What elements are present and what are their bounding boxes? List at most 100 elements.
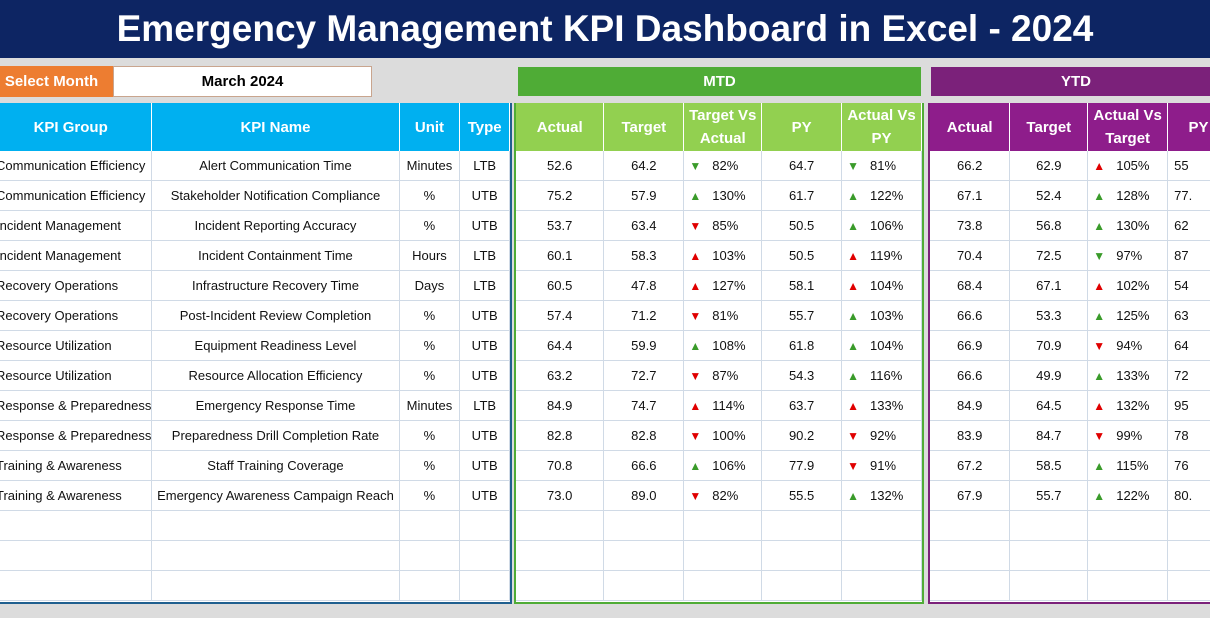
empty-cell[interactable] xyxy=(761,510,843,541)
kpi-name-cell[interactable]: Emergency Awareness Campaign Reach xyxy=(151,480,400,511)
mtd-target-vs-actual-cell[interactable]: ▼ 85% xyxy=(683,210,763,241)
ytd-actual-vs-target-cell[interactable]: ▲ 133% xyxy=(1087,360,1169,391)
mtd-actual-cell[interactable]: 60.1 xyxy=(516,240,605,271)
ytd-py-cell[interactable]: 63 xyxy=(1167,300,1210,331)
header-mtd-actual-vs-py[interactable]: Actual Vs PY xyxy=(841,103,922,151)
empty-cell[interactable] xyxy=(603,570,685,601)
mtd-target-cell[interactable]: 74.7 xyxy=(603,390,685,421)
mtd-py-cell[interactable]: 63.7 xyxy=(761,390,843,421)
ytd-py-cell[interactable]: 77. xyxy=(1167,180,1210,211)
ytd-target-cell[interactable]: 84.7 xyxy=(1009,420,1089,451)
header-mtd-target[interactable]: Target xyxy=(603,103,685,151)
unit-cell[interactable]: % xyxy=(399,480,461,511)
empty-cell[interactable] xyxy=(761,540,843,571)
mtd-py-cell[interactable]: 90.2 xyxy=(761,420,843,451)
kpi-name-cell[interactable]: Preparedness Drill Completion Rate xyxy=(151,420,400,451)
kpi-name-cell[interactable]: Infrastructure Recovery Time xyxy=(151,270,400,301)
empty-cell[interactable] xyxy=(930,510,1011,541)
mtd-target-cell[interactable]: 47.8 xyxy=(603,270,685,301)
ytd-actual-cell[interactable]: 68.4 xyxy=(930,270,1011,301)
mtd-actual-vs-py-cell[interactable]: ▲ 106% xyxy=(841,210,922,241)
mtd-target-vs-actual-cell[interactable]: ▼ 82% xyxy=(683,480,763,511)
mtd-target-cell[interactable]: 63.4 xyxy=(603,210,685,241)
kpi-group-cell[interactable]: Recovery Operations xyxy=(0,300,153,331)
unit-cell[interactable]: Minutes xyxy=(399,390,461,421)
ytd-actual-cell[interactable]: 67.9 xyxy=(930,480,1011,511)
type-cell[interactable]: UTB xyxy=(459,420,510,451)
mtd-py-cell[interactable]: 64.7 xyxy=(761,151,843,181)
mtd-target-vs-actual-cell[interactable]: ▼ 81% xyxy=(683,300,763,331)
empty-cell[interactable] xyxy=(1167,510,1210,541)
mtd-actual-vs-py-cell[interactable]: ▲ 116% xyxy=(841,360,922,391)
empty-cell[interactable] xyxy=(930,570,1011,601)
ytd-py-cell[interactable]: 87 xyxy=(1167,240,1210,271)
ytd-py-cell[interactable]: 76 xyxy=(1167,450,1210,481)
mtd-target-vs-actual-cell[interactable]: ▲ 108% xyxy=(683,330,763,361)
mtd-py-cell[interactable]: 55.5 xyxy=(761,480,843,511)
mtd-target-vs-actual-cell[interactable]: ▲ 130% xyxy=(683,180,763,211)
type-cell[interactable]: UTB xyxy=(459,450,510,481)
ytd-actual-cell[interactable]: 66.6 xyxy=(930,360,1011,391)
ytd-actual-cell[interactable]: 84.9 xyxy=(930,390,1011,421)
ytd-py-cell[interactable]: 62 xyxy=(1167,210,1210,241)
ytd-target-cell[interactable]: 55.7 xyxy=(1009,480,1089,511)
empty-cell[interactable] xyxy=(1087,510,1169,541)
mtd-actual-cell[interactable]: 63.2 xyxy=(516,360,605,391)
empty-cell[interactable] xyxy=(1009,540,1089,571)
mtd-py-cell[interactable]: 55.7 xyxy=(761,300,843,331)
mtd-actual-cell[interactable]: 57.4 xyxy=(516,300,605,331)
empty-cell[interactable] xyxy=(399,540,461,571)
mtd-target-vs-actual-cell[interactable]: ▲ 114% xyxy=(683,390,763,421)
kpi-group-cell[interactable]: Resource Utilization xyxy=(0,360,153,391)
unit-cell[interactable]: Hours xyxy=(399,240,461,271)
empty-cell[interactable] xyxy=(603,510,685,541)
unit-cell[interactable]: Days xyxy=(399,270,461,301)
ytd-target-cell[interactable]: 67.1 xyxy=(1009,270,1089,301)
kpi-name-cell[interactable]: Incident Reporting Accuracy xyxy=(151,210,400,241)
unit-cell[interactable]: % xyxy=(399,420,461,451)
empty-cell[interactable] xyxy=(683,510,763,541)
ytd-actual-vs-target-cell[interactable]: ▲ 115% xyxy=(1087,450,1169,481)
mtd-actual-cell[interactable]: 84.9 xyxy=(516,390,605,421)
ytd-target-cell[interactable]: 64.5 xyxy=(1009,390,1089,421)
mtd-target-cell[interactable]: 72.7 xyxy=(603,360,685,391)
ytd-target-cell[interactable]: 62.9 xyxy=(1009,151,1089,181)
ytd-actual-vs-target-cell[interactable]: ▼ 99% xyxy=(1087,420,1169,451)
mtd-py-cell[interactable]: 61.8 xyxy=(761,330,843,361)
empty-cell[interactable] xyxy=(1009,570,1089,601)
kpi-name-cell[interactable]: Alert Communication Time xyxy=(151,151,400,181)
empty-cell[interactable] xyxy=(841,570,922,601)
mtd-py-cell[interactable]: 54.3 xyxy=(761,360,843,391)
mtd-actual-cell[interactable]: 73.0 xyxy=(516,480,605,511)
ytd-actual-cell[interactable]: 73.8 xyxy=(930,210,1011,241)
mtd-actual-cell[interactable]: 53.7 xyxy=(516,210,605,241)
empty-cell[interactable] xyxy=(151,510,400,541)
empty-cell[interactable] xyxy=(0,510,153,541)
ytd-py-cell[interactable]: 95 xyxy=(1167,390,1210,421)
empty-cell[interactable] xyxy=(603,540,685,571)
ytd-target-cell[interactable]: 58.5 xyxy=(1009,450,1089,481)
ytd-target-cell[interactable]: 72.5 xyxy=(1009,240,1089,271)
mtd-py-cell[interactable]: 50.5 xyxy=(761,240,843,271)
ytd-py-cell[interactable]: 78 xyxy=(1167,420,1210,451)
header-kpi-name[interactable]: KPI Name xyxy=(151,103,400,151)
unit-cell[interactable]: % xyxy=(399,180,461,211)
ytd-actual-cell[interactable]: 66.9 xyxy=(930,330,1011,361)
ytd-py-cell[interactable]: 55 xyxy=(1167,151,1210,181)
header-ytd-py[interactable]: PY xyxy=(1167,103,1210,151)
header-mtd-actual[interactable]: Actual xyxy=(516,103,605,151)
ytd-py-cell[interactable]: 72 xyxy=(1167,360,1210,391)
mtd-target-cell[interactable]: 82.8 xyxy=(603,420,685,451)
mtd-actual-cell[interactable]: 70.8 xyxy=(516,450,605,481)
empty-cell[interactable] xyxy=(459,510,510,541)
mtd-actual-vs-py-cell[interactable]: ▲ 122% xyxy=(841,180,922,211)
mtd-py-cell[interactable]: 77.9 xyxy=(761,450,843,481)
type-cell[interactable]: LTB xyxy=(459,270,510,301)
header-ytd-actual-vs-target[interactable]: Actual Vs Target xyxy=(1087,103,1169,151)
mtd-target-vs-actual-cell[interactable]: ▲ 103% xyxy=(683,240,763,271)
mtd-target-vs-actual-cell[interactable]: ▲ 106% xyxy=(683,450,763,481)
mtd-actual-vs-py-cell[interactable]: ▲ 133% xyxy=(841,390,922,421)
unit-cell[interactable]: % xyxy=(399,210,461,241)
ytd-actual-vs-target-cell[interactable]: ▲ 125% xyxy=(1087,300,1169,331)
kpi-group-cell[interactable]: Recovery Operations xyxy=(0,270,153,301)
